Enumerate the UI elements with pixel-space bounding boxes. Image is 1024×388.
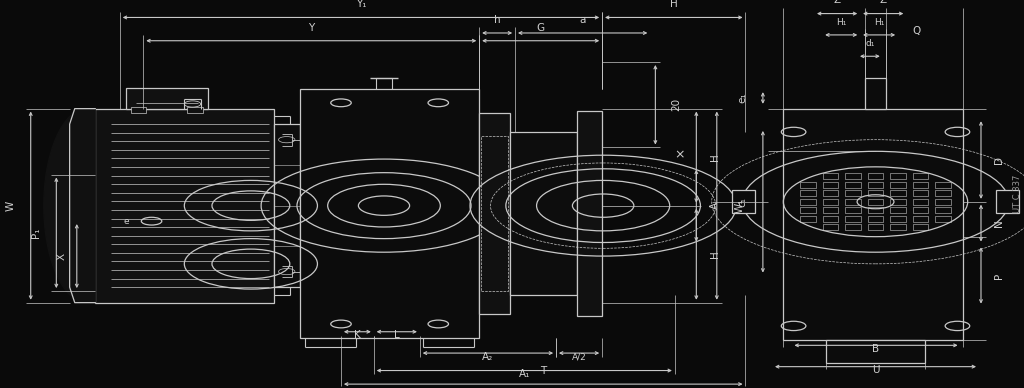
Text: X: X (56, 253, 67, 260)
Text: H: H (710, 250, 720, 258)
Bar (890, 216, 906, 222)
Bar (822, 207, 839, 213)
Bar (867, 224, 884, 230)
Bar (935, 216, 951, 222)
Text: A: A (710, 202, 720, 209)
Bar (867, 173, 884, 179)
Bar (800, 199, 816, 205)
Bar (800, 216, 816, 222)
Bar (867, 190, 884, 196)
Text: A₂: A₂ (482, 352, 494, 362)
Text: Z: Z (880, 0, 887, 5)
Bar (300, 89, 479, 338)
Bar (845, 182, 861, 188)
Bar (800, 207, 816, 213)
Bar (126, 88, 208, 109)
Bar (479, 113, 510, 314)
Text: d₁: d₁ (865, 40, 874, 48)
Bar (912, 182, 929, 188)
Bar (131, 107, 146, 113)
Bar (187, 107, 203, 113)
Text: c₁: c₁ (737, 197, 748, 207)
Text: Q: Q (912, 26, 921, 36)
Text: G: G (537, 23, 545, 33)
Text: D: D (994, 156, 1005, 164)
Text: U: U (871, 365, 880, 375)
Text: T: T (540, 366, 547, 376)
Bar (890, 199, 906, 205)
Text: B: B (872, 344, 880, 354)
Bar (845, 173, 861, 179)
Polygon shape (44, 109, 87, 303)
Text: Y: Y (308, 23, 314, 33)
Bar (912, 173, 929, 179)
Bar (800, 190, 816, 196)
Text: K: K (354, 330, 360, 340)
Bar (890, 182, 906, 188)
Bar (867, 207, 884, 213)
Bar (912, 199, 929, 205)
Bar (822, 173, 839, 179)
Bar (867, 216, 884, 222)
Bar (867, 199, 884, 205)
Bar (935, 190, 951, 196)
Bar (822, 190, 839, 196)
Text: P₁: P₁ (31, 227, 41, 238)
Bar (274, 124, 300, 287)
Bar (783, 109, 963, 340)
Text: N: N (994, 219, 1005, 227)
Text: 20: 20 (671, 98, 681, 111)
Polygon shape (70, 109, 95, 303)
Text: W₁: W₁ (734, 198, 744, 213)
Text: e₁: e₁ (737, 93, 748, 103)
Text: h: h (494, 15, 501, 25)
Bar (935, 199, 951, 205)
Text: A₁: A₁ (518, 369, 530, 379)
Bar (890, 207, 906, 213)
Text: L: L (394, 330, 399, 340)
Bar (890, 190, 906, 196)
Text: W: W (5, 201, 15, 211)
Text: Z: Z (834, 0, 841, 5)
Bar (912, 216, 929, 222)
Text: H₁: H₁ (873, 18, 885, 27)
Bar (867, 182, 884, 188)
Text: Y₁: Y₁ (355, 0, 367, 9)
Bar (912, 224, 929, 230)
Bar (822, 182, 839, 188)
Bar (845, 190, 861, 196)
Text: A/2: A/2 (571, 353, 587, 362)
Text: ×: × (675, 149, 685, 162)
Text: H: H (670, 0, 678, 9)
Bar (577, 111, 602, 316)
Text: e: e (123, 217, 129, 226)
Bar (826, 340, 925, 363)
Bar (845, 199, 861, 205)
Bar (935, 182, 951, 188)
Bar (845, 207, 861, 213)
Bar (912, 207, 929, 213)
Bar (732, 190, 755, 213)
Bar (822, 216, 839, 222)
Text: P: P (994, 272, 1005, 279)
Text: a: a (580, 15, 586, 25)
Bar (935, 207, 951, 213)
Bar (510, 132, 577, 295)
Bar (481, 136, 508, 291)
Bar (845, 216, 861, 222)
Text: H₁: H₁ (836, 18, 847, 27)
Text: UT C 337: UT C 337 (1014, 175, 1022, 213)
Bar (912, 190, 929, 196)
Bar (996, 190, 1019, 213)
Bar (890, 173, 906, 179)
Text: H: H (710, 153, 720, 161)
Bar (822, 224, 839, 230)
Bar (822, 199, 839, 205)
Bar (845, 224, 861, 230)
Bar (95, 109, 274, 303)
Bar (800, 182, 816, 188)
Bar (865, 78, 886, 109)
Bar (890, 224, 906, 230)
